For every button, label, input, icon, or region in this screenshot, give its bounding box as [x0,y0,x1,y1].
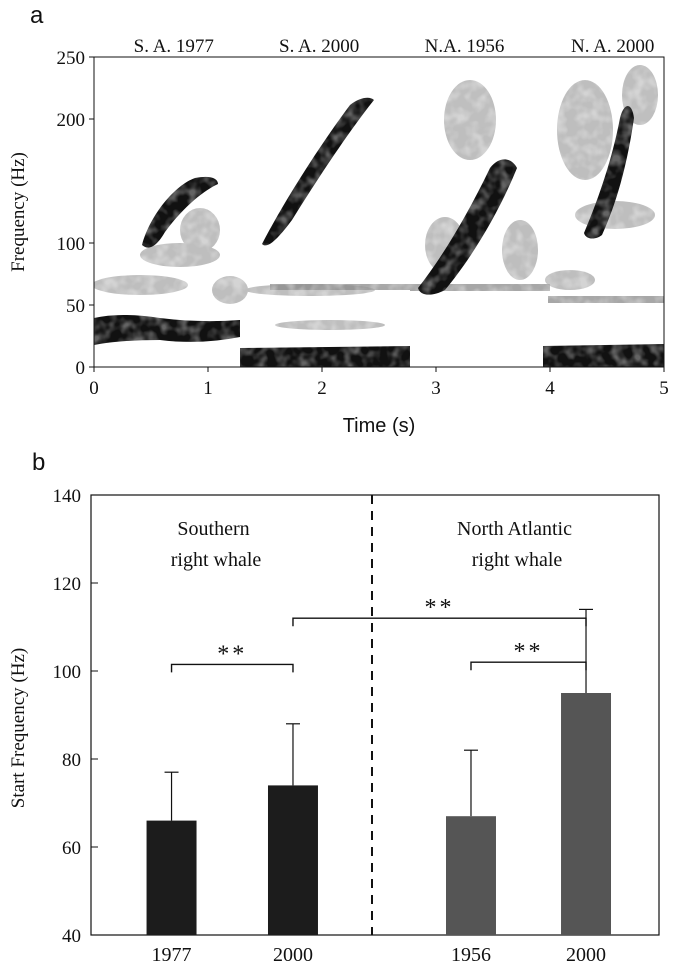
bar-x-tick-label: 2000 [566,944,606,963]
spectrogram-x-tick-label: 5 [659,378,669,399]
significance-bracket [170,663,294,673]
spectrogram-speckle [94,57,664,367]
significance-marker: ** [424,595,454,621]
group-label-southern-line2: right whale [171,549,262,571]
group-label-north-atlantic: North Atlantic right whale [457,518,577,571]
bar-plot-frame [90,494,660,936]
panel-b-label: b [32,449,45,476]
bar-y-tick-label: 40 [62,926,81,947]
panel-b: b Southern right whale North Atlantic ri… [8,449,660,963]
call-annotations: S. A. 1977 S. A. 2000 N.A. 1956 N. A. 2000 [134,36,655,57]
spectrogram-x-axis-title: Time (s) [343,415,416,437]
bar-y-tick-label: 120 [53,574,82,595]
spectrogram-y-tick-label: 100 [57,234,86,255]
panel-a-label: a [30,2,44,29]
spectrogram-y-tick-label: 0 [76,358,86,379]
spectrogram-x-axis: 0 1 2 3 4 5 [89,367,669,399]
spectrogram-x-tick-label: 2 [317,378,327,399]
spectrogram-x-tick-label: 0 [89,378,99,399]
call-label: S. A. 1977 [134,36,214,57]
group-label-north-atlantic-line2: right whale [472,549,563,571]
spectrogram-y-tick-label: 50 [66,296,85,317]
spectrogram-y-tick-label: 200 [57,110,86,131]
bar-y-tick-label: 100 [53,662,82,683]
bar-x-tick-label: 2000 [273,944,313,963]
bar-x-tick-label: 1977 [152,944,192,963]
significance-bracket [470,661,587,671]
call-label: N.A. 1956 [425,36,505,57]
spectrogram [94,57,664,367]
bar-x-axis: 1977 2000 1956 2000 [152,944,606,963]
bar [561,693,612,935]
bar [446,816,496,935]
bar-x-tick-label: 1956 [451,944,491,963]
bar-y-tick-label: 140 [53,486,82,507]
spectrogram-x-tick-label: 4 [545,378,555,399]
panel-a: a [8,2,669,437]
significance-marker: ** [217,641,247,667]
spectrogram-frame [93,56,665,368]
spectrogram-y-tick-label: 250 [57,48,86,69]
spectrogram-x-tick-label: 1 [203,378,213,399]
significance-brackets: ** ** ** [170,595,587,673]
call-label: S. A. 2000 [279,36,359,57]
group-label-north-atlantic-line1: North Atlantic [457,518,572,540]
significance-bracket [292,617,587,627]
spectrogram-y-axis-title: Frequency (Hz) [8,152,29,272]
group-labels: Southern right whale North Atlantic righ… [171,518,577,571]
call-label: N. A. 2000 [571,36,654,57]
spectrogram-x-tick-label: 3 [431,378,441,399]
bar-y-tick-label: 80 [62,750,81,771]
bar-y-axis: 40 60 80 100 120 140 [53,486,98,947]
significance-marker: ** [514,639,544,665]
bar-y-axis-title: Start Frequency (Hz) [8,648,29,808]
group-label-southern: Southern right whale [171,518,262,571]
group-label-southern-line1: Southern [177,518,249,540]
bar [267,785,318,935]
bars-layer [146,608,612,935]
bar-y-tick-label: 60 [62,838,81,859]
bar [146,820,197,935]
spectrogram-y-axis: 0 50 100 200 250 [57,48,94,379]
